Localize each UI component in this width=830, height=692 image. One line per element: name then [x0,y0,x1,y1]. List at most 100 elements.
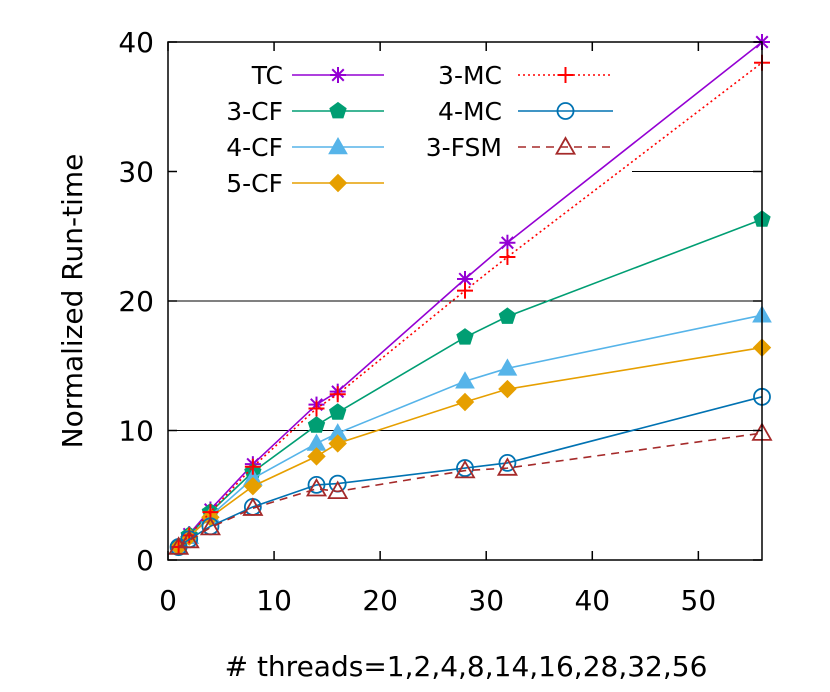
data-point-5-cf [498,379,517,399]
y-tick-label: 10 [118,415,154,448]
y-tick-label: 40 [118,26,154,59]
legend-marker-3-mc [557,67,574,83]
x-axis-label: # threads=1,2,4,8,14,16,28,32,56 [225,650,708,683]
marker-shape [455,371,475,389]
legend-entry-5-cf: 5-CF [226,169,384,198]
series-3-fsm [168,422,773,555]
y-tick-label: 0 [136,544,154,577]
data-point-3-cf [307,416,326,433]
legend-marker-3-cf [329,101,347,119]
marker-shape [327,480,349,500]
data-point-3-cf [456,328,474,345]
marker-shape [556,102,575,120]
marker-shape [243,476,263,496]
legend-label-3-mc: 3-MC [438,61,502,90]
legend-marker-tc [330,67,346,83]
x-tick-label: 30 [468,584,504,617]
marker-shape [329,101,347,119]
data-point-3-cf [329,403,347,420]
data-point-3-mc [308,400,325,417]
legend-label-4-mc: 4-MC [438,97,502,126]
series-3-mc [170,54,770,556]
data-point-3-fsm [242,497,264,516]
x-tick-label: 0 [159,584,177,617]
marker-shape [307,416,326,433]
legend-label-5-cf: 5-CF [226,169,283,198]
legend-marker-4-cf [328,136,348,155]
series-5-cf [169,338,772,557]
x-tick-label: 50 [681,584,717,617]
legend-label-4-cf: 4-CF [226,133,283,162]
data-point-4-cf [497,358,518,376]
data-point-3-fsm [305,477,328,497]
marker-stroke [331,68,345,82]
marker-shape [497,358,518,376]
marker-shape [456,328,474,345]
marker-shape [498,379,517,399]
data-point-5-cf [328,434,347,453]
legend-label-3-cf: 3-CF [226,97,283,126]
y-tick-label: 30 [118,156,154,189]
legend: TC 3-CF 4-CF 5-CF 3-MC 4-MC 3-FSM [226,61,613,198]
data-point-3-fsm [327,480,349,500]
x-tick-label: 40 [574,584,610,617]
marker-shape [455,392,475,412]
legend-entry-tc: TC [251,61,384,90]
legend-entry-4-cf: 4-CF [226,133,384,162]
series-line-4-cf [178,314,763,548]
legend-label-tc: TC [251,61,283,90]
marker-shape [554,136,577,155]
data-point-tc [457,270,473,287]
legend-entry-3-mc: 3-MC [438,61,613,90]
legend-marker-3-fsm [554,136,577,155]
y-tick-label: 20 [118,285,154,318]
marker-shape [305,477,328,497]
legend-entry-4-mc: 4-MC [438,97,613,126]
marker-shape [498,453,517,472]
marker-shape [454,459,476,479]
marker-shape [307,447,326,466]
series-layer [168,34,773,557]
y-axis-label: Normalized Run-time [56,154,89,449]
x-tick-label: 10 [256,584,292,617]
data-point-3-mc [244,458,261,475]
data-point-3-mc [499,248,516,265]
data-point-tc [499,234,516,251]
marker-shape [328,173,348,193]
legend-marker-4-mc [556,102,575,120]
data-point-5-cf [455,392,475,412]
legend-marker-5-cf [328,173,348,193]
data-point-3-mc [457,282,473,299]
marker-shape [199,516,221,536]
data-point-3-fsm [199,516,221,536]
marker-shape [496,457,518,476]
marker-shape [329,403,347,420]
data-point-3-fsm [178,529,200,549]
data-point-5-cf [307,447,326,466]
marker-shape [498,307,517,324]
grid-lines [168,171,762,431]
marker-shape [242,497,264,516]
marker-shape [168,536,190,555]
data-point-3-fsm [454,459,476,479]
data-point-3-fsm [168,536,190,555]
data-point-5-cf [243,476,263,496]
axis-ticks: 0 10 20 30 40 0 10 20 30 40 50 [118,26,762,617]
data-point-3-mc [329,386,346,403]
marker-shape [178,529,200,549]
series-line-3-fsm [178,432,763,548]
data-point-4-mc [307,475,326,494]
data-point-4-mc [498,453,517,472]
legend-entry-3-cf: 3-CF [226,97,384,126]
x-tick-label: 20 [362,584,398,617]
series-line-5-cf [178,346,763,548]
marker-stroke [500,236,514,250]
data-point-3-fsm [496,457,518,476]
marker-stroke [458,272,472,286]
legend-label-3-fsm: 3-FSM [426,133,502,162]
marker-shape [328,136,348,155]
data-point-4-cf [455,371,475,389]
marker-shape [328,434,347,453]
marker-shape [307,475,326,494]
